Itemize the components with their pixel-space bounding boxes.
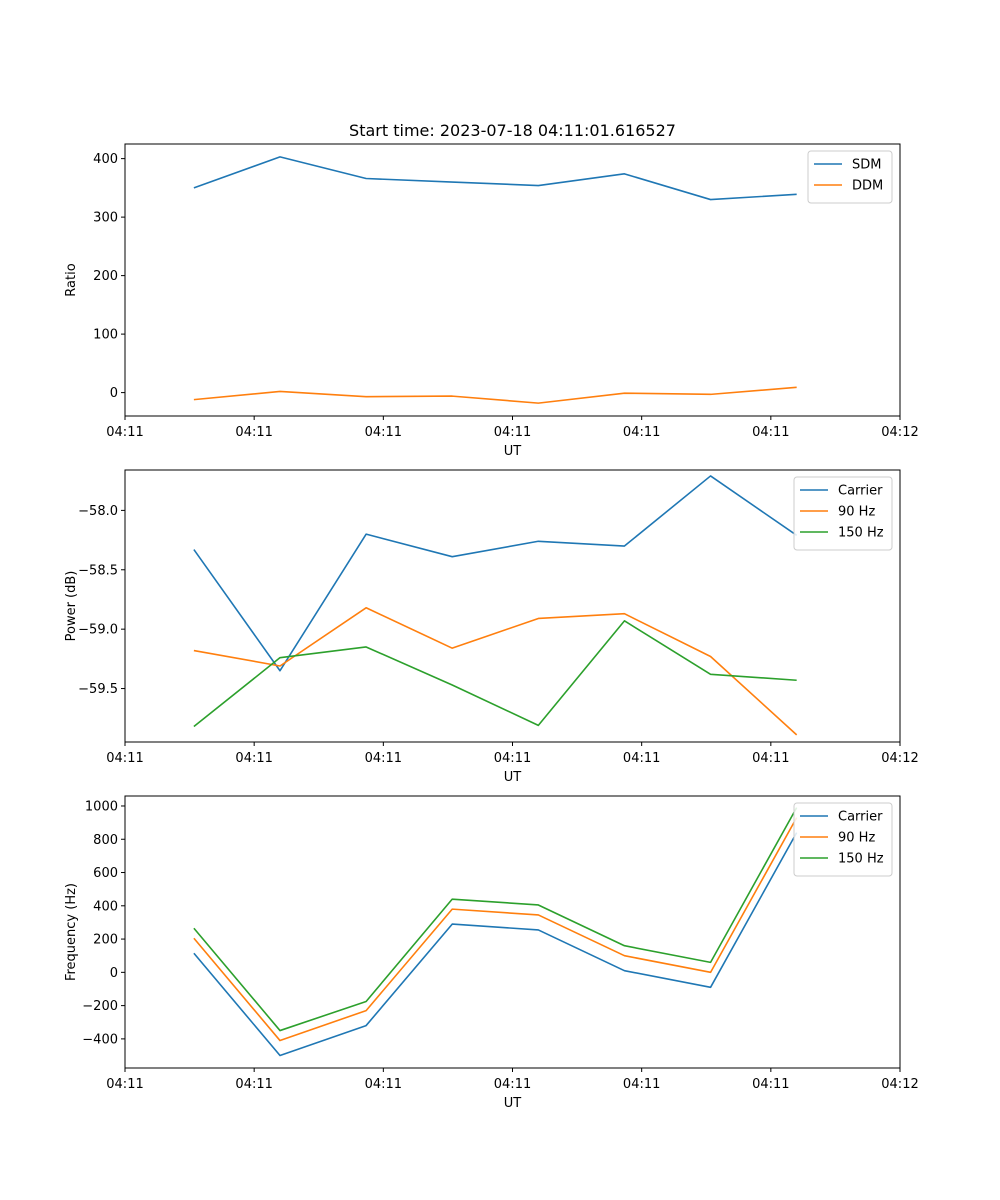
legend: Carrier 90 Hz 150 Hz	[793, 802, 893, 877]
y-tick-label: 300	[93, 211, 118, 226]
series-line-150-hz	[193, 620, 797, 728]
legend-label: DDM	[852, 179, 883, 194]
x-tick-label: 04:11	[365, 425, 402, 440]
series-line-carrier	[193, 475, 798, 672]
y-tick-label: 100	[93, 328, 118, 343]
y-tick-label: −58.0	[78, 504, 118, 519]
x-tick-label: 04:11	[623, 751, 660, 766]
y-tick-label: 400	[93, 152, 118, 167]
y-tick-label: 800	[93, 833, 118, 848]
x-tick-label: 04:11	[106, 425, 143, 440]
plot-frame	[124, 143, 901, 417]
y-tick-label: 200	[93, 269, 118, 284]
x-tick-label: 04:11	[365, 1077, 402, 1092]
y-tick-label: 200	[93, 933, 118, 948]
y-tick-label: 1000	[85, 799, 118, 814]
chart-panel-2: 04:11 04:11 04:11 04:11 04:11 04:11 04:12 −59.5…	[64, 469, 919, 785]
x-tick-label: 04:11	[494, 751, 531, 766]
x-tick-label: 04:12	[881, 425, 918, 440]
x-tick-label: 04:12	[881, 1077, 918, 1092]
y-tick-label: −59.0	[78, 623, 118, 638]
y-tick-label: −200	[82, 999, 118, 1014]
x-tick-label: 04:11	[106, 751, 143, 766]
y-tick-label: −58.5	[78, 563, 118, 578]
y-tick-label: −59.5	[78, 682, 118, 697]
chart-panel-3: 04:11 04:11 04:11 04:11 04:11 04:11 04:12 −400 −…	[64, 795, 919, 1111]
x-tick-label: 04:11	[752, 425, 789, 440]
y-axis-label: Frequency (Hz)	[64, 883, 79, 981]
x-tick-label: 04:11	[752, 751, 789, 766]
x-axis-label: UT	[504, 770, 522, 785]
series-line-150-hz	[193, 807, 798, 1032]
legend-label: Carrier	[838, 484, 883, 499]
plot-frame	[124, 795, 901, 1069]
y-tick-label: 400	[93, 899, 118, 914]
legend: Carrier 90 Hz 150 Hz	[793, 476, 893, 551]
series-line-carrier	[193, 832, 798, 1057]
y-tick-label: 0	[110, 386, 118, 401]
x-tick-label: 04:12	[881, 751, 918, 766]
x-tick-label: 04:11	[235, 1077, 272, 1092]
x-tick-label: 04:11	[235, 425, 272, 440]
chart-panel-1: Start time: 2023-07-18 04:11:01.61652704…	[64, 121, 919, 459]
legend-label: 90 Hz	[838, 505, 875, 520]
legend-label: 150 Hz	[838, 526, 884, 541]
legend-label: 150 Hz	[838, 852, 884, 867]
x-axis-label: UT	[504, 1096, 522, 1111]
x-tick-label: 04:11	[623, 1077, 660, 1092]
x-tick-label: 04:11	[494, 1077, 531, 1092]
x-tick-label: 04:11	[494, 425, 531, 440]
plot-frame	[124, 469, 901, 743]
chart-title: Start time: 2023-07-18 04:11:01.616527	[349, 121, 676, 140]
legend-label: SDM	[852, 158, 881, 173]
legend-label: 90 Hz	[838, 831, 875, 846]
x-tick-label: 04:11	[235, 751, 272, 766]
y-tick-label: 600	[93, 866, 118, 881]
x-axis-label: UT	[504, 444, 522, 459]
y-axis-label: Ratio	[64, 263, 79, 296]
y-tick-label: 0	[110, 966, 118, 981]
series-line-90-hz	[193, 817, 798, 1042]
x-tick-label: 04:11	[623, 425, 660, 440]
series-line-sdm	[193, 156, 797, 201]
y-axis-label: Power (dB)	[64, 571, 79, 642]
legend-label: Carrier	[838, 810, 883, 825]
x-tick-label: 04:11	[106, 1077, 143, 1092]
y-tick-label: −400	[82, 1032, 118, 1047]
x-tick-label: 04:11	[365, 751, 402, 766]
x-tick-label: 04:11	[752, 1077, 789, 1092]
series-line-ddm	[193, 386, 797, 404]
legend: SDM DDM	[807, 150, 893, 204]
